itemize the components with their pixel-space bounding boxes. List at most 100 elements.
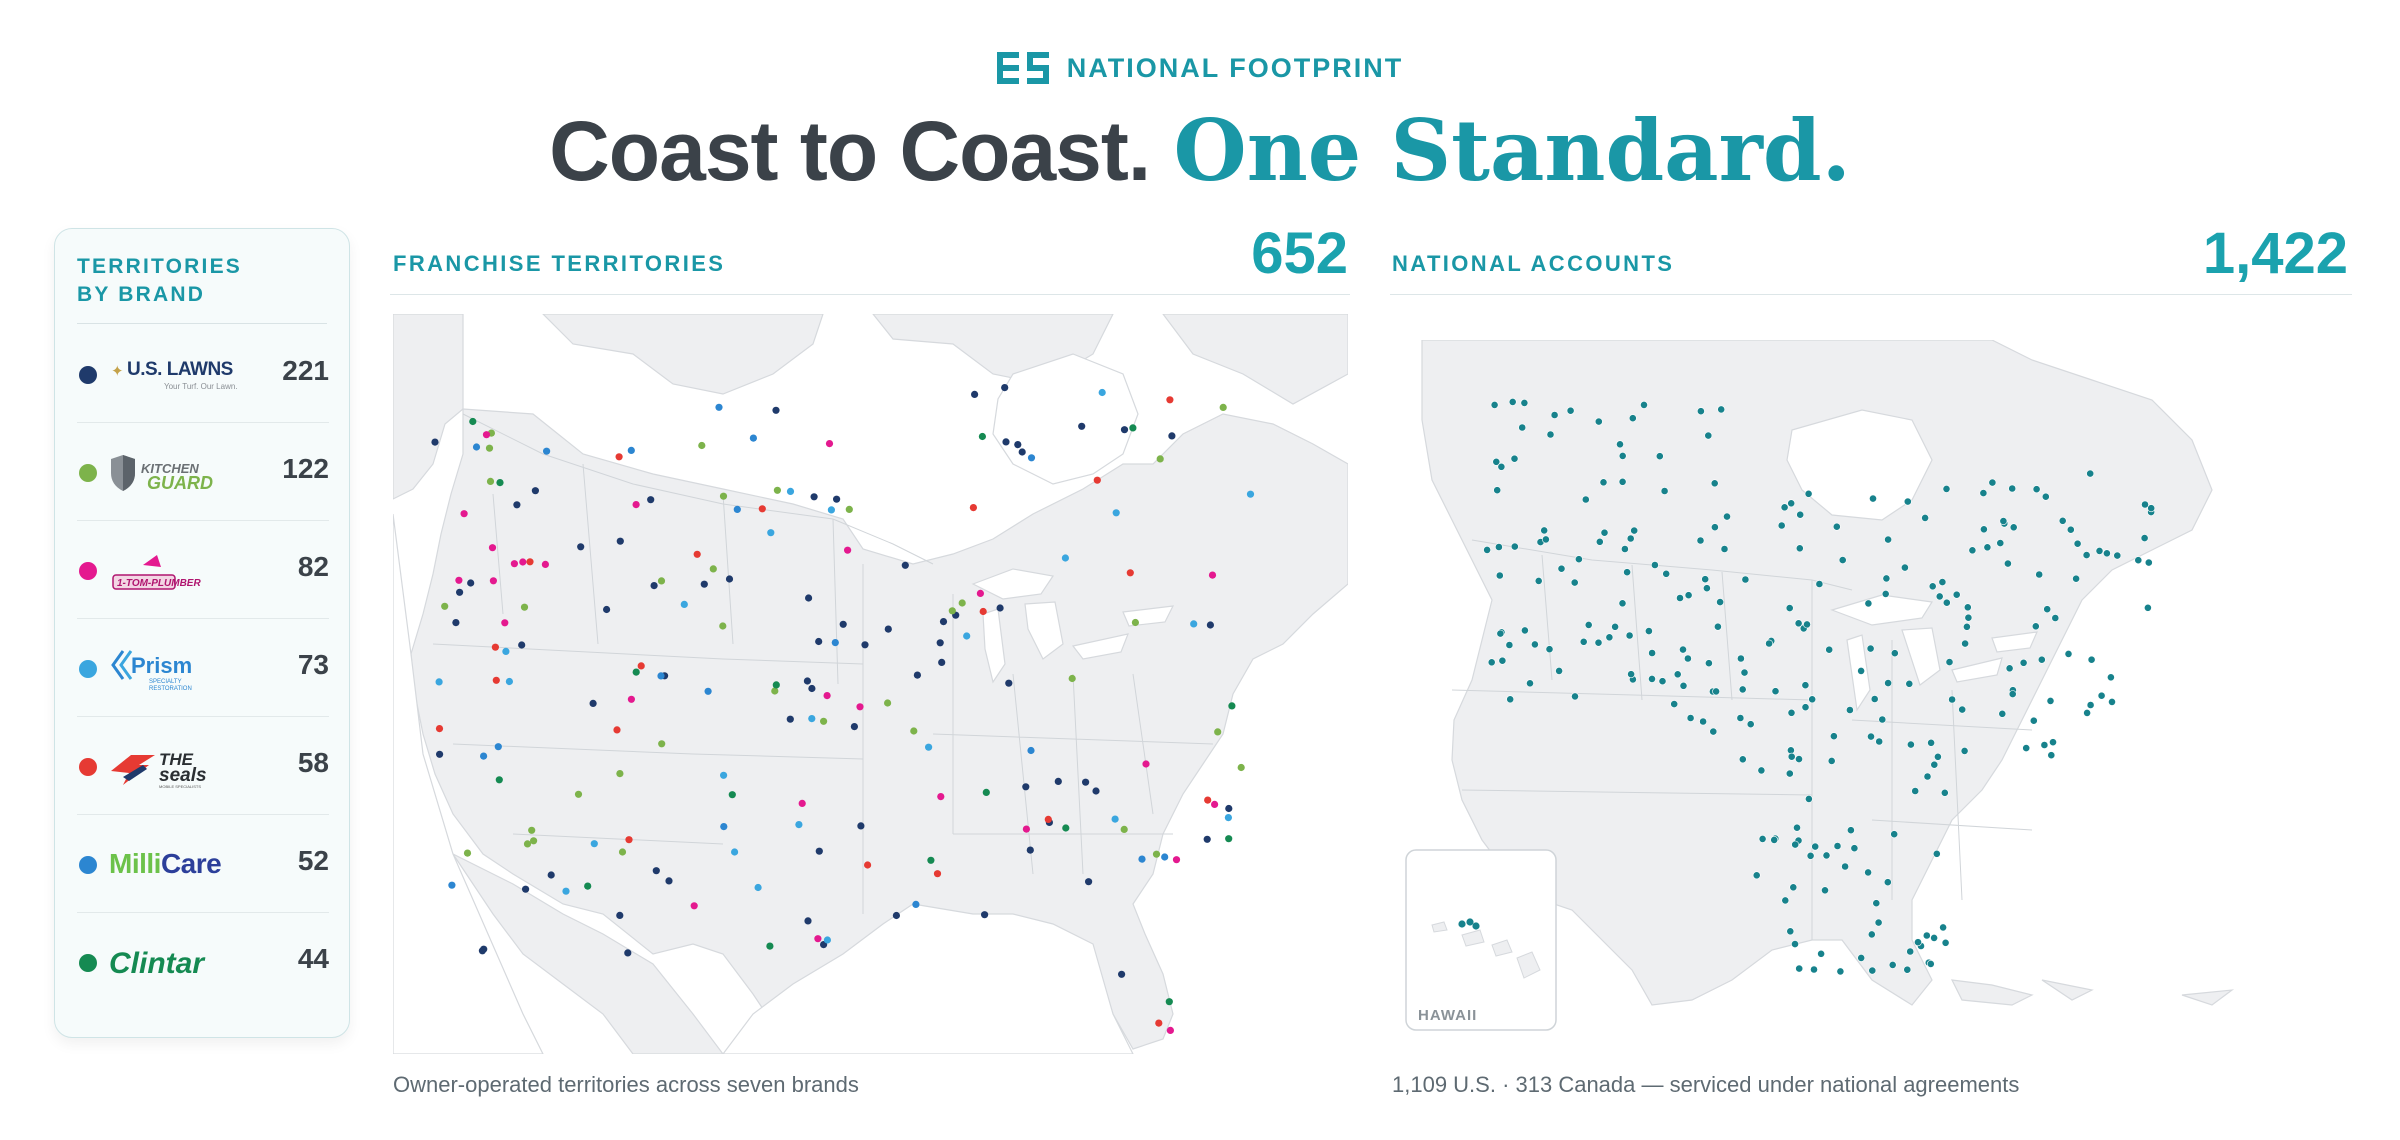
account-marker bbox=[2064, 649, 2073, 658]
account-marker bbox=[1882, 574, 1891, 583]
territory-marker bbox=[715, 403, 723, 411]
svg-text:U.S. LAWNS: U.S. LAWNS bbox=[127, 359, 233, 380]
kitchen-guard-logo: KITCHEN GUARD bbox=[111, 455, 213, 493]
eyebrow-text: NATIONAL FOOTPRINT bbox=[1066, 52, 1404, 83]
account-marker bbox=[1704, 659, 1713, 668]
es-monogram-icon bbox=[996, 52, 1049, 84]
svg-text:✦: ✦ bbox=[111, 362, 124, 380]
territory-marker bbox=[441, 602, 449, 610]
territory-marker bbox=[513, 501, 521, 509]
account-marker bbox=[1518, 423, 1527, 432]
svg-text:THE: THE bbox=[159, 750, 194, 769]
account-marker bbox=[1686, 714, 1695, 722]
account-marker bbox=[2134, 556, 2143, 565]
territory-marker bbox=[825, 440, 834, 448]
account-marker bbox=[1736, 714, 1745, 722]
account-marker bbox=[1846, 826, 1855, 835]
account-marker bbox=[1497, 462, 1506, 471]
territory-marker bbox=[494, 743, 502, 751]
sidebar-title-line2: BY BRAND bbox=[77, 283, 206, 306]
territory-marker bbox=[728, 791, 736, 799]
territory-marker bbox=[810, 493, 818, 501]
account-marker bbox=[1520, 399, 1529, 407]
account-marker bbox=[2022, 744, 2031, 752]
territory-marker bbox=[969, 504, 978, 512]
territory-marker bbox=[1166, 1026, 1174, 1034]
territory-marker bbox=[731, 848, 739, 856]
account-marker bbox=[1821, 886, 1829, 895]
territory-marker bbox=[925, 743, 933, 751]
account-marker bbox=[1922, 931, 1931, 940]
account-marker bbox=[1458, 920, 1466, 928]
brand-dot bbox=[79, 464, 97, 482]
territory-marker bbox=[1246, 490, 1255, 498]
the-seals-logo: THE seals MOBILE SPECIALISTS bbox=[111, 750, 207, 789]
account-marker bbox=[1857, 666, 1865, 675]
account-marker bbox=[1827, 756, 1836, 765]
territory-marker bbox=[927, 856, 935, 864]
account-marker bbox=[2019, 658, 2028, 667]
svg-text:Clintar: Clintar bbox=[109, 947, 206, 980]
territory-marker bbox=[489, 577, 497, 585]
account-marker bbox=[1584, 620, 1593, 629]
brand-sidebar: TERRITORIES BY BRAND ✦ U.S. LAWNS Your T… bbox=[54, 228, 350, 1038]
account-marker bbox=[1930, 934, 1938, 942]
territory-marker bbox=[773, 486, 781, 494]
account-marker bbox=[1466, 918, 1474, 926]
account-marker bbox=[1980, 525, 1988, 534]
account-marker bbox=[1927, 738, 1935, 747]
svg-text:Your Turf. Our Lawn.: Your Turf. Our Lawn. bbox=[164, 382, 238, 391]
territory-marker bbox=[482, 431, 491, 439]
account-marker bbox=[1650, 561, 1659, 569]
account-marker bbox=[1616, 440, 1624, 449]
accounts-count: 1,422 bbox=[2202, 221, 2348, 286]
brand-count: 73 bbox=[297, 649, 329, 680]
territory-marker bbox=[1165, 998, 1173, 1006]
territory-marker bbox=[1005, 679, 1013, 687]
account-marker bbox=[1905, 679, 1914, 688]
account-marker bbox=[1811, 842, 1820, 851]
account-marker bbox=[1520, 626, 1529, 635]
account-marker bbox=[1841, 862, 1849, 871]
account-marker bbox=[2041, 492, 2050, 501]
account-marker bbox=[1620, 545, 1629, 553]
brand-row-clintar: Clintar 44 bbox=[77, 913, 329, 1011]
account-marker bbox=[1923, 772, 1932, 781]
territory-marker bbox=[491, 643, 499, 651]
account-marker bbox=[1942, 598, 1951, 607]
territory-marker bbox=[1237, 763, 1245, 772]
account-marker bbox=[1493, 486, 1502, 495]
account-marker bbox=[1498, 656, 1507, 665]
territory-marker bbox=[613, 726, 621, 734]
territory-marker bbox=[1018, 448, 1026, 456]
brand-row-the-seals: THE seals MOBILE SPECIALISTS 58 bbox=[77, 717, 329, 815]
account-marker bbox=[2073, 539, 2082, 548]
territory-marker bbox=[647, 496, 655, 504]
account-marker bbox=[1758, 834, 1767, 843]
account-marker bbox=[1963, 622, 1971, 631]
territory-marker bbox=[480, 752, 488, 760]
account-marker bbox=[1704, 431, 1713, 440]
territory-marker bbox=[618, 848, 627, 856]
territory-marker bbox=[1172, 856, 1181, 864]
account-marker bbox=[1618, 452, 1627, 460]
brand-count: 58 bbox=[297, 747, 329, 778]
account-marker bbox=[1903, 497, 1912, 506]
account-marker bbox=[1710, 523, 1719, 532]
territory-marker bbox=[431, 438, 439, 446]
account-marker bbox=[1676, 594, 1684, 602]
account-marker bbox=[2049, 738, 2057, 747]
account-marker bbox=[1570, 578, 1579, 587]
territory-marker bbox=[1214, 728, 1222, 736]
account-marker bbox=[1791, 840, 1800, 849]
account-marker bbox=[1832, 522, 1841, 531]
account-marker bbox=[1881, 589, 1890, 598]
account-marker bbox=[1817, 949, 1825, 958]
franchise-caption: Owner-operated territories across seven … bbox=[393, 1072, 859, 1097]
accounts-caption: 1,109 U.S. · 313 Canada — serviced under… bbox=[1392, 1072, 2020, 1097]
territory-marker bbox=[1062, 824, 1070, 832]
account-marker bbox=[2043, 605, 2052, 614]
territory-marker bbox=[913, 671, 922, 679]
territory-marker bbox=[820, 717, 828, 725]
account-marker bbox=[1875, 737, 1884, 746]
